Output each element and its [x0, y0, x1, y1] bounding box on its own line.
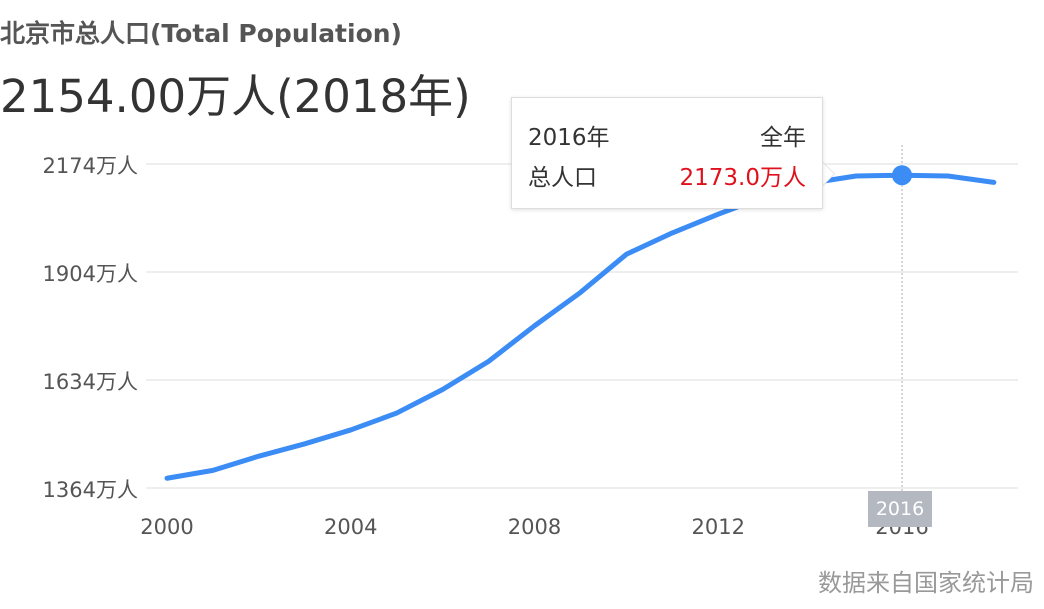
x-tick-label: 2004 — [324, 515, 377, 539]
tooltip-value: 2173.0万人 — [679, 165, 806, 191]
tooltip-arrow — [820, 160, 834, 188]
data-point — [892, 165, 912, 186]
x-tick-label: 2000 — [140, 515, 193, 539]
y-tick-label: 1364万人 — [43, 478, 138, 502]
tooltip-period: 全年 — [760, 125, 806, 151]
x-tick-label: 2012 — [692, 515, 745, 539]
tooltip-year: 2016年 — [528, 125, 610, 151]
tooltip: 2016年 全年 总人口 2173.0万人 — [511, 97, 823, 209]
x-tick-label: 2008 — [508, 515, 561, 539]
y-tick-label: 2174万人 — [43, 154, 138, 178]
series-line — [164, 172, 997, 481]
y-tick-label: 1904万人 — [43, 262, 138, 286]
headline-value: 2154.00万人(2018年) — [0, 70, 471, 123]
tooltip-label: 总人口 — [528, 165, 597, 191]
chart-title: 北京市总人口(Total Population) — [0, 19, 402, 48]
x-axis-pointer-label: 2016 — [868, 491, 932, 527]
data-source: 数据来自国家统计局 — [818, 569, 1034, 597]
y-tick-label: 1634万人 — [43, 370, 138, 394]
